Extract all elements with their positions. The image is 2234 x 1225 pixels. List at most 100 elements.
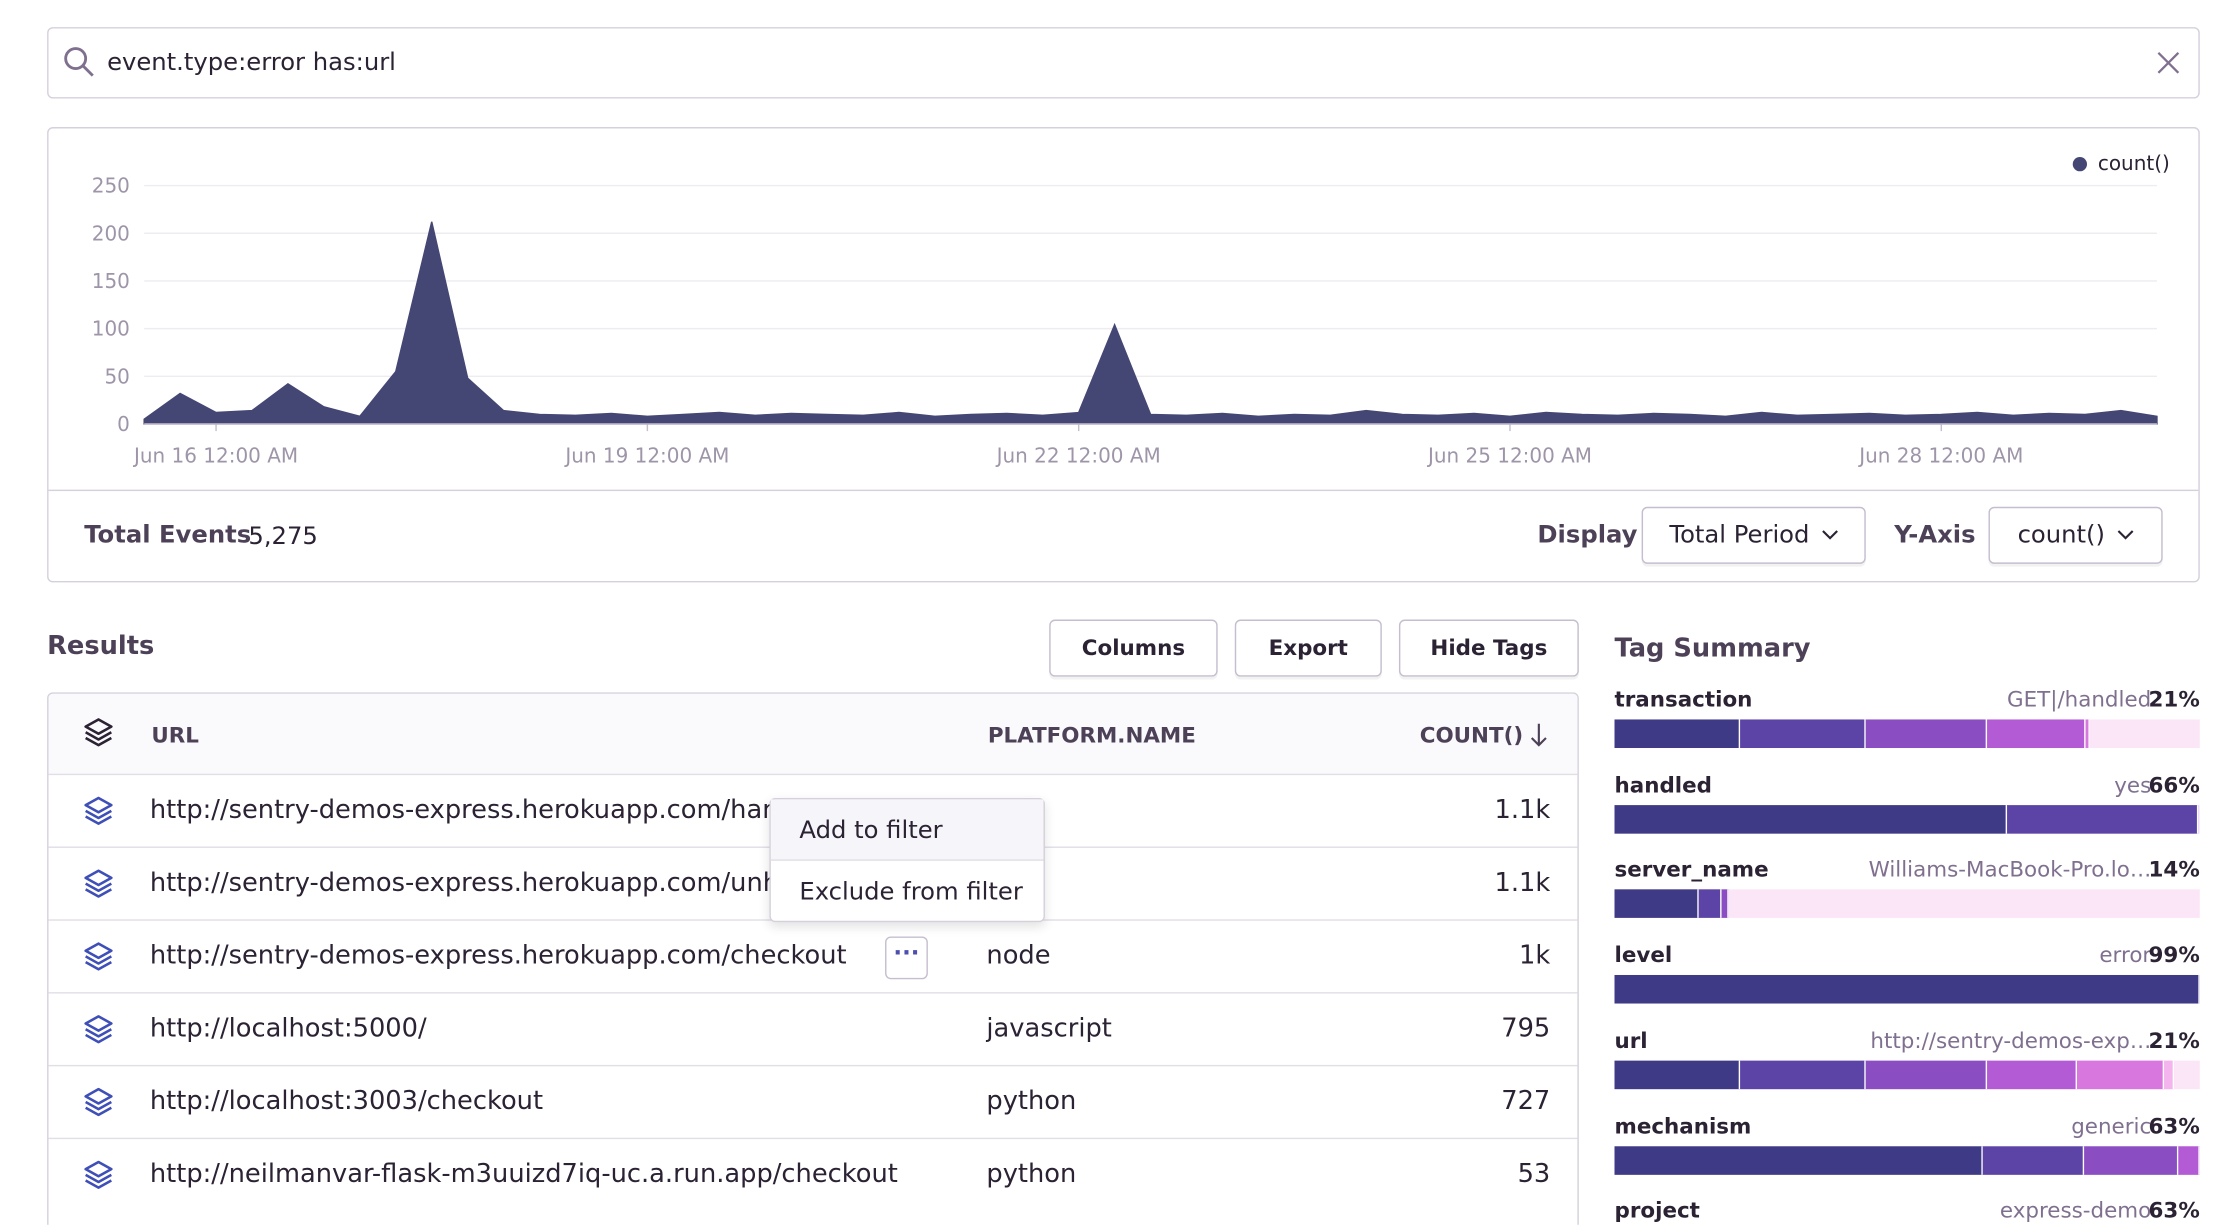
- search-query: event.type:error has:url: [107, 49, 396, 78]
- tag-row: mechanism generic63%: [1615, 1113, 2200, 1184]
- tag-percent: 63%: [2149, 1113, 2200, 1139]
- tag-name: transaction: [1615, 687, 1753, 713]
- context-menu: Add to filter Exclude from filter: [769, 798, 1045, 922]
- table-row: http://localhost:3003/checkout python 727: [49, 1065, 1579, 1139]
- tag-segment: [1983, 1146, 2084, 1175]
- tag-row: server_nameWilliams-MacBook-Pro.lo…14%: [1615, 857, 2200, 928]
- tag-segment: [2007, 805, 2198, 834]
- tag-value: generic: [2071, 1113, 2151, 1139]
- url-cell: http://localhost:5000/: [150, 1014, 427, 1044]
- menu-item[interactable]: Exclude from filter: [799, 878, 1022, 907]
- url-cell: http://sentry-demos-express.herokuapp.co…: [150, 795, 818, 825]
- tag-name: project: [1615, 1198, 1700, 1224]
- chart-panel: 050100150200250Jun 16 12:00 AMJun 19 12:…: [47, 127, 2200, 582]
- yaxis-dropdown[interactable]: count(): [1989, 507, 2163, 564]
- tag-name: handled: [1615, 772, 1712, 798]
- tag-value: http://sentry-demos-exp…: [1870, 1028, 2151, 1054]
- tag-segment: [1740, 719, 1866, 748]
- tag-percent: 21%: [2149, 1028, 2200, 1054]
- count-cell: 1k: [1519, 941, 1550, 971]
- tag-name: server_name: [1615, 857, 1769, 883]
- tag-segment: [2086, 719, 2090, 748]
- legend-label: count(): [2098, 151, 2170, 175]
- hide-tags-button[interactable]: Hide Tags: [1399, 620, 1579, 677]
- count-cell: 1.1k: [1495, 868, 1551, 898]
- tag-name: mechanism: [1615, 1113, 1752, 1139]
- tag-segment: [1615, 975, 2200, 1004]
- column-header[interactable]: PLATFORM.NAME: [988, 722, 1196, 748]
- results-title: Results: [47, 631, 154, 661]
- button-label: Columns: [1082, 635, 1185, 661]
- row-actions-button[interactable]: ···: [885, 936, 928, 979]
- tag-percent: 14%: [2149, 857, 2200, 883]
- tag-value: error: [2099, 942, 2151, 968]
- y-tick-label: 250: [92, 174, 130, 198]
- total-value: 5,275: [248, 522, 317, 551]
- tag-segment: [1740, 1060, 1866, 1089]
- y-tick-label: 150: [92, 269, 130, 293]
- menu-item[interactable]: Add to filter: [799, 817, 942, 846]
- table-row: http://sentry-demos-express.herokuapp.co…: [49, 919, 1579, 993]
- total-label: Total Events: [84, 521, 251, 550]
- tag-bar: [1615, 1060, 2200, 1089]
- clear-icon[interactable]: [2157, 51, 2180, 74]
- tag-segment: [1699, 890, 1722, 919]
- tag-row: projectexpress-demo63%: [1615, 1198, 2200, 1225]
- tag-summary-title: Tag Summary: [1615, 634, 1811, 664]
- button-label: Export: [1269, 635, 1348, 661]
- tag-name: level: [1615, 942, 1673, 968]
- results-table: URL PLATFORM.NAME COUNT() http://sentry-…: [47, 692, 1579, 1224]
- display-dropdown[interactable]: Total Period: [1642, 507, 1866, 564]
- y-tick-label: 0: [117, 412, 130, 436]
- tag-row: url http://sentry-demos-exp…21%: [1615, 1028, 2200, 1099]
- tag-segment: [2077, 1060, 2164, 1089]
- tag-segment: [2164, 1060, 2174, 1089]
- tag-row: transactionGET|/handled21%: [1615, 687, 2200, 758]
- tag-name: url: [1615, 1028, 1648, 1054]
- x-tick-label: Jun 28 12:00 AM: [1857, 444, 2023, 468]
- tag-segment: [1615, 1060, 1741, 1089]
- y-tick-label: 200: [92, 221, 130, 245]
- count-cell: 795: [1501, 1014, 1550, 1044]
- tag-percent: 21%: [2149, 687, 2200, 713]
- display-label: Display: [1537, 521, 1637, 550]
- tag-segment: [1866, 1060, 1987, 1089]
- tag-segment: [1866, 719, 1987, 748]
- search-icon: [63, 46, 97, 80]
- tag-value: express-demo: [2000, 1198, 2151, 1224]
- table-row: http://localhost:5000/javascript795: [49, 992, 1579, 1066]
- tag-bar: [1615, 975, 2200, 1004]
- display-value: Total Period: [1669, 521, 1809, 550]
- x-tick-label: Jun 22 12:00 AM: [995, 444, 1161, 468]
- platform-cell: python: [986, 1159, 1076, 1189]
- url-cell: http://neilmanvar-flask-m3uuizd7iq-uc.a.…: [150, 1159, 898, 1189]
- url-cell: http://sentry-demos-express.herokuapp.co…: [150, 868, 811, 898]
- tag-segment: [1615, 1146, 1984, 1175]
- legend-marker: [2073, 157, 2087, 171]
- tag-value: yes: [2114, 772, 2151, 798]
- search-bar[interactable]: event.type:error has:url: [47, 27, 2200, 98]
- column-header[interactable]: COUNT(): [1420, 722, 1523, 748]
- column-header[interactable]: URL: [151, 722, 199, 748]
- count-cell: 1.1k: [1495, 795, 1551, 825]
- tag-bar: [1615, 719, 2200, 748]
- tag-segment: [1987, 1060, 2077, 1089]
- tag-segment: [2084, 1146, 2178, 1175]
- tag-segment: [1615, 805, 2008, 834]
- url-cell: http://localhost:3003/checkout: [150, 1086, 543, 1116]
- y-tick-label: 50: [104, 364, 129, 388]
- columns-button[interactable]: Columns: [1049, 620, 1217, 677]
- tag-row: level error99%: [1615, 942, 2200, 1013]
- export-button[interactable]: Export: [1235, 620, 1382, 677]
- yaxis-value: count(): [2018, 521, 2105, 550]
- tag-percent: 99%: [2149, 942, 2200, 968]
- platform-cell: python: [986, 1086, 1076, 1116]
- x-tick-label: Jun 16 12:00 AM: [132, 444, 298, 468]
- tag-row: handled yes66%: [1615, 772, 2200, 843]
- count-cell: 53: [1518, 1159, 1551, 1189]
- tag-percent: 66%: [2149, 772, 2200, 798]
- url-cell: http://sentry-demos-express.herokuapp.co…: [150, 941, 847, 971]
- count-cell: 727: [1501, 1086, 1550, 1116]
